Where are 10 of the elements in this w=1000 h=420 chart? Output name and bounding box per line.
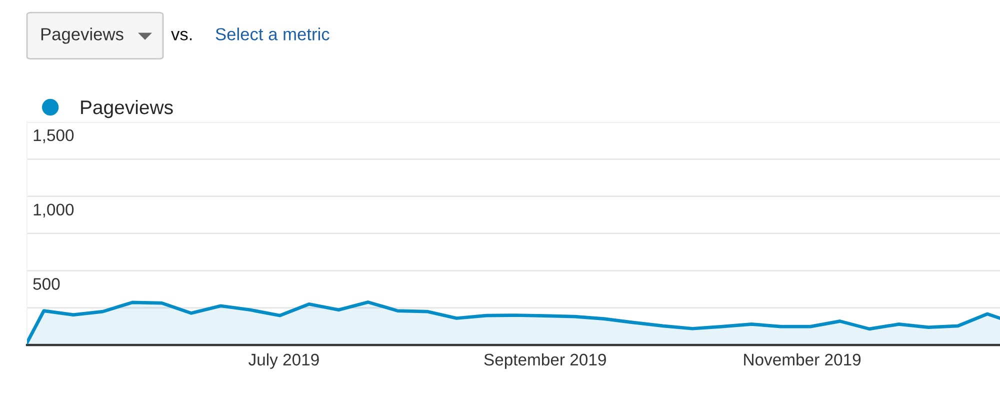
text: Pageviews [41,28,124,44]
legend-label: Pageviews [81,100,173,118]
x-tick-label: July 2019 [248,353,319,369]
text: vs. [171,30,192,40]
y-tick-label: 1,000 [34,204,74,218]
x-tick-label: November 2019 [744,353,861,366]
x-tick-label: September 2019 [484,353,606,369]
y-tick-label: 500 [33,278,60,290]
text: Select a metric [216,28,330,40]
y-tick-label: 1,500 [34,129,74,144]
